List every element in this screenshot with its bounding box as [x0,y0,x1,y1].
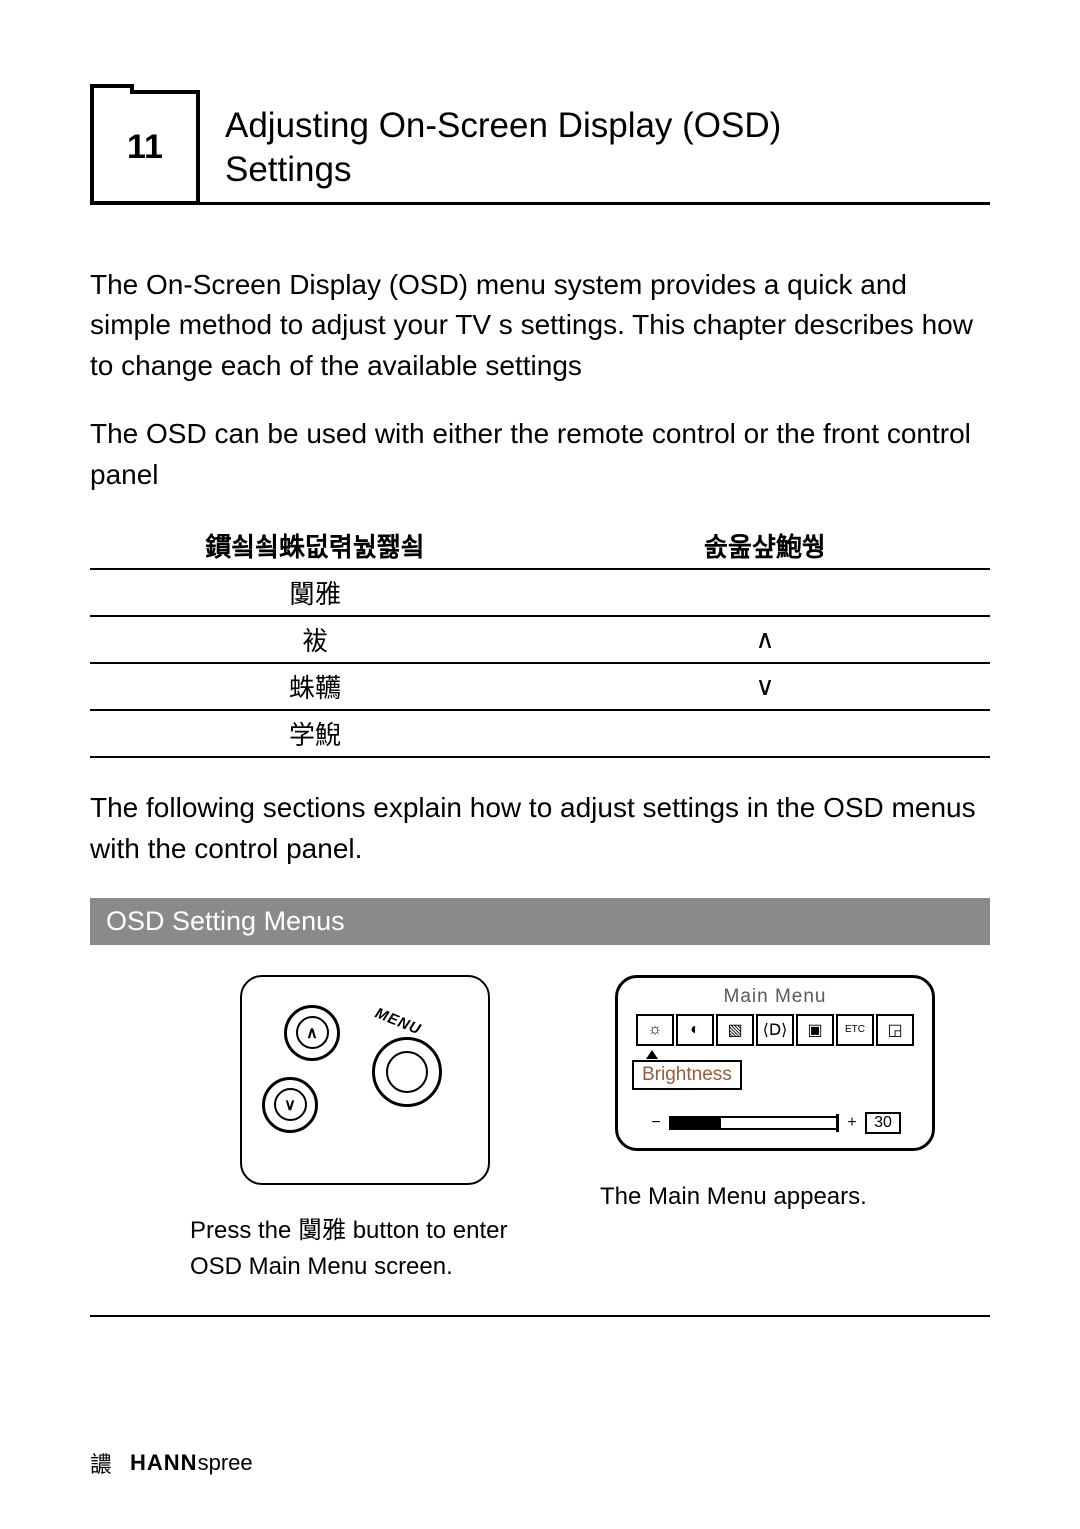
chapter-title-line2: Settings [225,148,781,192]
table-cell [540,710,990,757]
brand-bold: HANN [130,1450,198,1475]
osd-brightness-label: Brightness [632,1060,742,1090]
osd-minus-icon: − [649,1114,663,1132]
osd-slider-end [833,1114,839,1132]
osd-slider-value: 30 [865,1112,901,1134]
left-caption: Press the 闅雅 button to enter OSD Main Me… [190,1213,540,1285]
osd-slider [669,1116,839,1130]
osd-icon-etc: ETC [836,1014,874,1046]
table-row: 蛛韉 ∨ [90,663,990,710]
table-row: 袚 ∧ [90,616,990,663]
osd-icon-input: ◲ [876,1014,914,1046]
osd-title: Main Menu [630,986,920,1008]
brand-logo: HANNspree [130,1450,253,1476]
intro-paragraph-1: The On-Screen Display (OSD) menu system … [90,265,990,387]
chapter-number: 11 [127,128,163,167]
table-header-1: 솘욾샾鮑쒕 [540,523,990,569]
table-header-0: 鏆쇸쇸蛛덦렦눬쬃쇸 [90,523,540,569]
chapter-title: Adjusting On-Screen Display (OSD) Settin… [225,90,781,202]
control-buttons-diagram: MENU ∧ ∨ [240,975,490,1185]
page-marker: 譨 [90,1447,112,1479]
osd-pointer-icon [646,1050,658,1059]
chapter-tab [90,84,134,94]
chapter-header: 11 Adjusting On-Screen Display (OSD) Set… [90,90,990,205]
osd-slider-fill [671,1118,721,1128]
panel-right-column: Main Menu ☼ ◐ ▧ ⟨Ⅾ⟩ ▣ ETC ◲ Brightness [600,975,950,1285]
panel-body: MENU ∧ ∨ Press the 闅雅 button to enter OS… [90,945,990,1315]
right-caption: The Main Menu appears. [600,1179,950,1215]
osd-pointer-row [630,1050,920,1060]
chapter-number-box: 11 [90,90,200,205]
table-cell: 学鯢 [90,710,540,757]
table-cell: 蛛韉 [90,663,540,710]
up-button-icon: ∧ [284,1005,340,1061]
down-button-icon: ∨ [262,1077,318,1133]
brand-rest: spree [198,1450,253,1475]
table-cell [540,569,990,616]
osd-slider-row: − + 30 [630,1112,920,1134]
remote-vs-panel-table: 鏆쇸쇸蛛덦렦눬쬃쇸 솘욾샾鮑쒕 闅雅 袚 ∧ 蛛韉 ∨ 学鯢 [90,523,990,758]
panel-header: OSD Setting Menus [90,898,990,945]
table-row: 学鯢 [90,710,990,757]
table-cell: 袚 [90,616,540,663]
intro-paragraph-2: The OSD can be used with either the remo… [90,414,990,495]
osd-icon-brightness: ☼ [636,1014,674,1046]
panel-left-column: MENU ∧ ∨ Press the 闅雅 button to enter OS… [190,975,540,1285]
osd-icon-picture: ▧ [716,1014,754,1046]
table-cell: ∧ [540,616,990,663]
menu-label: MENU [373,1004,424,1038]
osd-main-menu-mock: Main Menu ☼ ◐ ▧ ⟨Ⅾ⟩ ▣ ETC ◲ Brightness [615,975,935,1151]
menu-button-icon [372,1037,442,1107]
after-table-paragraph: The following sections explain how to ad… [90,788,990,869]
osd-setting-panel: OSD Setting Menus MENU ∧ ∨ Press the 闅雅 [90,898,990,1317]
chapter-title-line1: Adjusting On-Screen Display (OSD) [225,104,781,148]
table-cell: ∨ [540,663,990,710]
osd-icon-row: ☼ ◐ ▧ ⟨Ⅾ⟩ ▣ ETC ◲ [630,1014,920,1046]
osd-plus-icon: + [845,1114,859,1132]
table-row: 闅雅 [90,569,990,616]
osd-icon-screen: ▣ [796,1014,834,1046]
page-footer: 譨 HANNspree [90,1447,253,1479]
table-cell: 闅雅 [90,569,540,616]
osd-icon-contrast: ◐ [676,1014,714,1046]
osd-icon-sound: ⟨Ⅾ⟩ [756,1014,794,1046]
